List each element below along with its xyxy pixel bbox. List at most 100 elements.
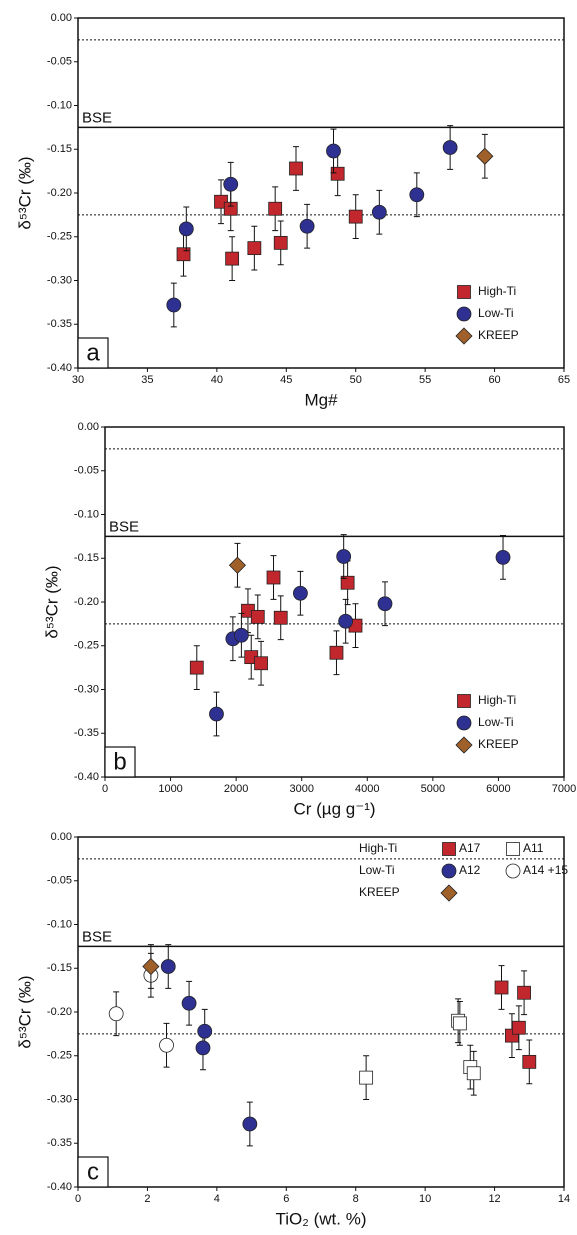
x-tick-label: 4 (214, 1193, 220, 1205)
x-tick-label: 14 (558, 1193, 570, 1205)
x-tick-label: 35 (141, 374, 153, 386)
legend-label: A11 (523, 841, 544, 855)
plot-frame (77, 17, 565, 369)
x-tick-label: 0 (75, 1193, 81, 1205)
square-marker (273, 610, 288, 625)
square-marker (506, 842, 520, 856)
legend-group-label: High-Ti (359, 841, 397, 855)
y-tick-label: -0.10 (74, 508, 99, 520)
x-axis-label: Cr (µg g⁻¹) (293, 799, 375, 818)
reference-label: BSE (82, 928, 112, 945)
square-marker (517, 985, 531, 1000)
panel-label: c (87, 1158, 99, 1185)
x-tick-label: 10 (419, 1193, 431, 1205)
square-marker (289, 161, 303, 176)
y-tick-label: -0.20 (47, 187, 72, 199)
legend-label: Low-Ti (478, 306, 514, 320)
legend-label: Low-Ti (478, 715, 514, 729)
square-marker (268, 201, 283, 216)
circle-marker (377, 596, 393, 612)
y-tick-label: -0.40 (47, 1181, 72, 1193)
x-tick-label: 60 (488, 374, 500, 386)
circle-marker (223, 176, 239, 192)
square-marker (457, 694, 471, 708)
x-tick-label: 4000 (355, 783, 379, 795)
legend-group-label: Low-Ti (359, 863, 395, 877)
panel-label-box (77, 337, 109, 369)
x-tick-label: 3000 (289, 783, 313, 795)
legend-label: A17 (459, 841, 481, 855)
square-marker (340, 575, 355, 590)
square-marker (442, 842, 456, 856)
y-tick-label: -0.05 (74, 465, 99, 477)
y-tick-label: 0.00 (51, 831, 72, 843)
x-tick-label: 65 (558, 374, 570, 386)
plot-frame (104, 426, 565, 778)
square-marker (494, 980, 509, 995)
y-tick-label: -0.25 (47, 1050, 72, 1062)
y-tick-label: -0.15 (74, 552, 99, 564)
x-tick-label: 12 (488, 1193, 500, 1205)
circle-marker (338, 613, 354, 629)
circle-marker (441, 863, 457, 879)
square-marker (189, 660, 204, 675)
reference-label: BSE (109, 518, 139, 535)
circle-marker (505, 863, 521, 879)
y-axis-label: δ⁵³Cr (‰) (42, 565, 61, 638)
circle-marker (299, 218, 315, 234)
x-tick-label: 2 (144, 1193, 150, 1205)
panel-label-box (77, 1156, 109, 1188)
y-tick-label: -0.30 (47, 274, 72, 286)
y-tick-label: 0.00 (51, 12, 72, 24)
y-tick-label: -0.20 (74, 596, 99, 608)
y-tick-label: -0.30 (47, 1093, 72, 1105)
x-tick-label: 1000 (158, 783, 182, 795)
y-tick-label: -0.35 (74, 727, 99, 739)
y-tick-label: -0.25 (74, 640, 99, 652)
legend-label: KREEP (478, 737, 519, 751)
y-tick-label: -0.20 (47, 1006, 72, 1018)
diamond-marker (228, 556, 247, 574)
panel-label: a (86, 339, 100, 366)
x-axis-label: TiO₂ (wt. %) (276, 1209, 367, 1228)
y-tick-label: -0.05 (47, 875, 72, 887)
circle-marker (233, 627, 249, 643)
panel-label-box (104, 746, 136, 778)
circle-marker (409, 187, 425, 203)
legend-label: High-Ti (478, 693, 516, 707)
x-tick-label: 8 (353, 1193, 359, 1205)
diamond-marker (476, 147, 494, 165)
x-tick-label: 55 (419, 374, 431, 386)
square-marker (266, 570, 281, 585)
y-tick-label: -0.10 (47, 918, 72, 930)
x-tick-label: 30 (72, 374, 84, 386)
y-axis-label: δ⁵³Cr (‰) (15, 156, 34, 229)
diamond-marker (455, 327, 473, 345)
circle-marker (242, 1116, 258, 1132)
panel-label: b (113, 748, 126, 775)
square-marker (225, 251, 240, 266)
plot-frame (77, 836, 565, 1188)
square-marker (329, 645, 344, 660)
square-marker (250, 609, 265, 624)
circle-marker (108, 1006, 124, 1022)
x-tick-label: 6 (283, 1193, 289, 1205)
y-tick-label: -0.40 (74, 771, 99, 783)
y-tick-label: -0.25 (47, 231, 72, 243)
legend-label: A12 (459, 863, 481, 877)
legend-group-label: KREEP (359, 885, 400, 899)
square-marker (452, 1016, 467, 1031)
square-marker (466, 1066, 481, 1081)
square-marker (254, 656, 268, 671)
x-tick-label: 6000 (486, 783, 510, 795)
circle-marker (293, 585, 308, 601)
circle-marker (442, 140, 458, 155)
reference-label: BSE (82, 109, 112, 126)
square-marker (330, 166, 345, 181)
square-marker (359, 1070, 374, 1085)
circle-marker (160, 959, 176, 974)
circle-marker (166, 297, 182, 313)
x-tick-label: 50 (350, 374, 362, 386)
legend-label: A14 +15 (523, 863, 568, 877)
